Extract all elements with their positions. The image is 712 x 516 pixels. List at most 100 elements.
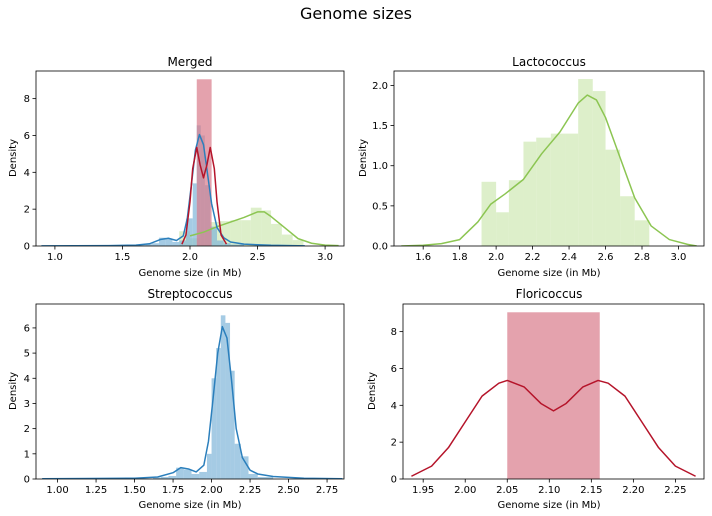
- histogram-bar: [250, 207, 262, 246]
- x-tick-label: 2.6: [598, 252, 614, 263]
- y-tick-label: 1.5: [372, 121, 388, 132]
- histogram-bar: [230, 220, 242, 246]
- y-tick-label: 0.5: [372, 201, 388, 212]
- subplot-title: Merged: [167, 55, 212, 69]
- axes-frame: [35, 303, 345, 480]
- plot-area: [42, 315, 343, 479]
- x-tick-label: 2.2: [525, 252, 541, 263]
- histogram-bar: [248, 473, 258, 479]
- histogram-bar: [605, 149, 621, 246]
- x-axis-label: Genome size (in Mb): [497, 500, 600, 511]
- x-tick-label: 2.4: [561, 252, 577, 263]
- histogram-bar: [145, 244, 153, 246]
- x-tick-label: 1.8: [452, 252, 468, 263]
- histogram-bar: [152, 243, 159, 246]
- x-tick-label: 2.5: [250, 252, 266, 263]
- kde-line: [401, 94, 697, 246]
- y-tick-label: 1.0: [372, 161, 388, 172]
- y-tick-label: 4: [24, 374, 30, 385]
- subplot-merged: Merged Genome size (in Mb) Density 1.0 1.…: [8, 55, 345, 279]
- y-tick-label: 5: [24, 349, 30, 360]
- histogram-bar: [211, 378, 217, 479]
- histogram-bar: [199, 471, 207, 479]
- x-tick-label: 1.00: [46, 485, 68, 496]
- x-tick-label: 2.10: [538, 485, 560, 496]
- kde-line: [411, 379, 696, 477]
- x-tick-label: 2.0: [182, 252, 198, 263]
- histogram-bar: [220, 315, 226, 479]
- histogram-bar: [240, 456, 249, 479]
- axes-frame: [393, 70, 705, 247]
- x-tick-label: 1.95: [412, 485, 434, 496]
- plot-area: [411, 312, 696, 479]
- histogram-bar: [565, 133, 579, 246]
- y-axis-label: Density: [367, 372, 378, 410]
- histogram-bar: [223, 243, 231, 246]
- kde-line: [41, 133, 305, 246]
- subplot-streptococcus: Streptococcus Genome size (in Mb) Densit…: [8, 287, 345, 511]
- histogram-bar: [241, 220, 251, 246]
- y-axis-label: Density: [8, 372, 19, 410]
- x-tick-label: 2.00: [200, 485, 222, 496]
- y-tick-label: 4: [391, 401, 397, 412]
- histogram-bar: [507, 312, 600, 479]
- histogram-bar: [620, 196, 635, 246]
- histogram-bar: [281, 234, 293, 246]
- figure-title: Genome sizes: [300, 4, 412, 23]
- histogram-bar: [185, 218, 193, 246]
- axes-frame: [402, 303, 705, 480]
- histogram-bar: [158, 237, 166, 246]
- x-tick-label: 1.50: [123, 485, 145, 496]
- histogram-bar: [230, 370, 235, 479]
- plot-area: [401, 79, 697, 246]
- histogram-bar: [496, 212, 509, 246]
- x-tick-label: 2.25: [664, 485, 686, 496]
- histogram-bar: [196, 79, 212, 246]
- x-tick-label: 2.20: [622, 485, 644, 496]
- y-tick-label: 2: [391, 438, 397, 449]
- x-axis-label: Genome size (in Mb): [497, 268, 600, 279]
- histogram-bar: [183, 469, 192, 479]
- subplot-lactococcus: Lactococcus Genome size (in Mb) Density …: [358, 55, 705, 279]
- histogram-bar: [192, 183, 197, 246]
- histogram-bar: [234, 443, 241, 479]
- kde-line: [181, 146, 228, 245]
- subplot-floricoccus: Floricoccus Genome size (in Mb) Density …: [367, 287, 705, 511]
- x-axis-label: Genome size (in Mb): [138, 500, 241, 511]
- y-tick-label: 8: [24, 94, 30, 105]
- histogram-bar: [292, 240, 304, 246]
- x-tick-label: 2.8: [634, 252, 650, 263]
- x-tick-label: 1.25: [85, 485, 107, 496]
- histogram-bar: [160, 476, 169, 479]
- subplot-title: Streptococcus: [147, 287, 232, 301]
- histogram-bar: [210, 226, 218, 246]
- histogram-bar: [225, 322, 231, 479]
- histogram-bar: [550, 133, 566, 246]
- histogram-bar: [578, 79, 593, 246]
- x-tick-label: 1.5: [115, 252, 131, 263]
- histogram-bar: [271, 223, 282, 246]
- x-axis-label: Genome size (in Mb): [138, 268, 241, 279]
- y-tick-label: 1: [24, 449, 30, 460]
- histogram-bar: [634, 220, 650, 246]
- y-tick-label: 3: [24, 399, 30, 410]
- kde-line: [42, 325, 343, 479]
- y-tick-label: 6: [24, 323, 30, 334]
- x-tick-label: 1.0: [47, 252, 63, 263]
- histogram-bar: [592, 91, 606, 246]
- y-tick-label: 6: [391, 364, 397, 375]
- subplot-title: Lactococcus: [512, 55, 586, 69]
- histogram-bar: [191, 473, 200, 479]
- histogram-bar: [508, 180, 524, 246]
- histogram-bar: [206, 453, 212, 479]
- x-tick-label: 2.50: [277, 485, 299, 496]
- histogram-bar: [216, 348, 221, 479]
- y-tick-label: 2: [24, 424, 30, 435]
- y-tick-label: 8: [391, 327, 397, 338]
- y-tick-label: 4: [24, 168, 30, 179]
- histogram-bar: [261, 210, 272, 246]
- histogram-bar: [523, 141, 537, 246]
- histogram-bar: [481, 181, 497, 246]
- x-tick-label: 2.15: [580, 485, 602, 496]
